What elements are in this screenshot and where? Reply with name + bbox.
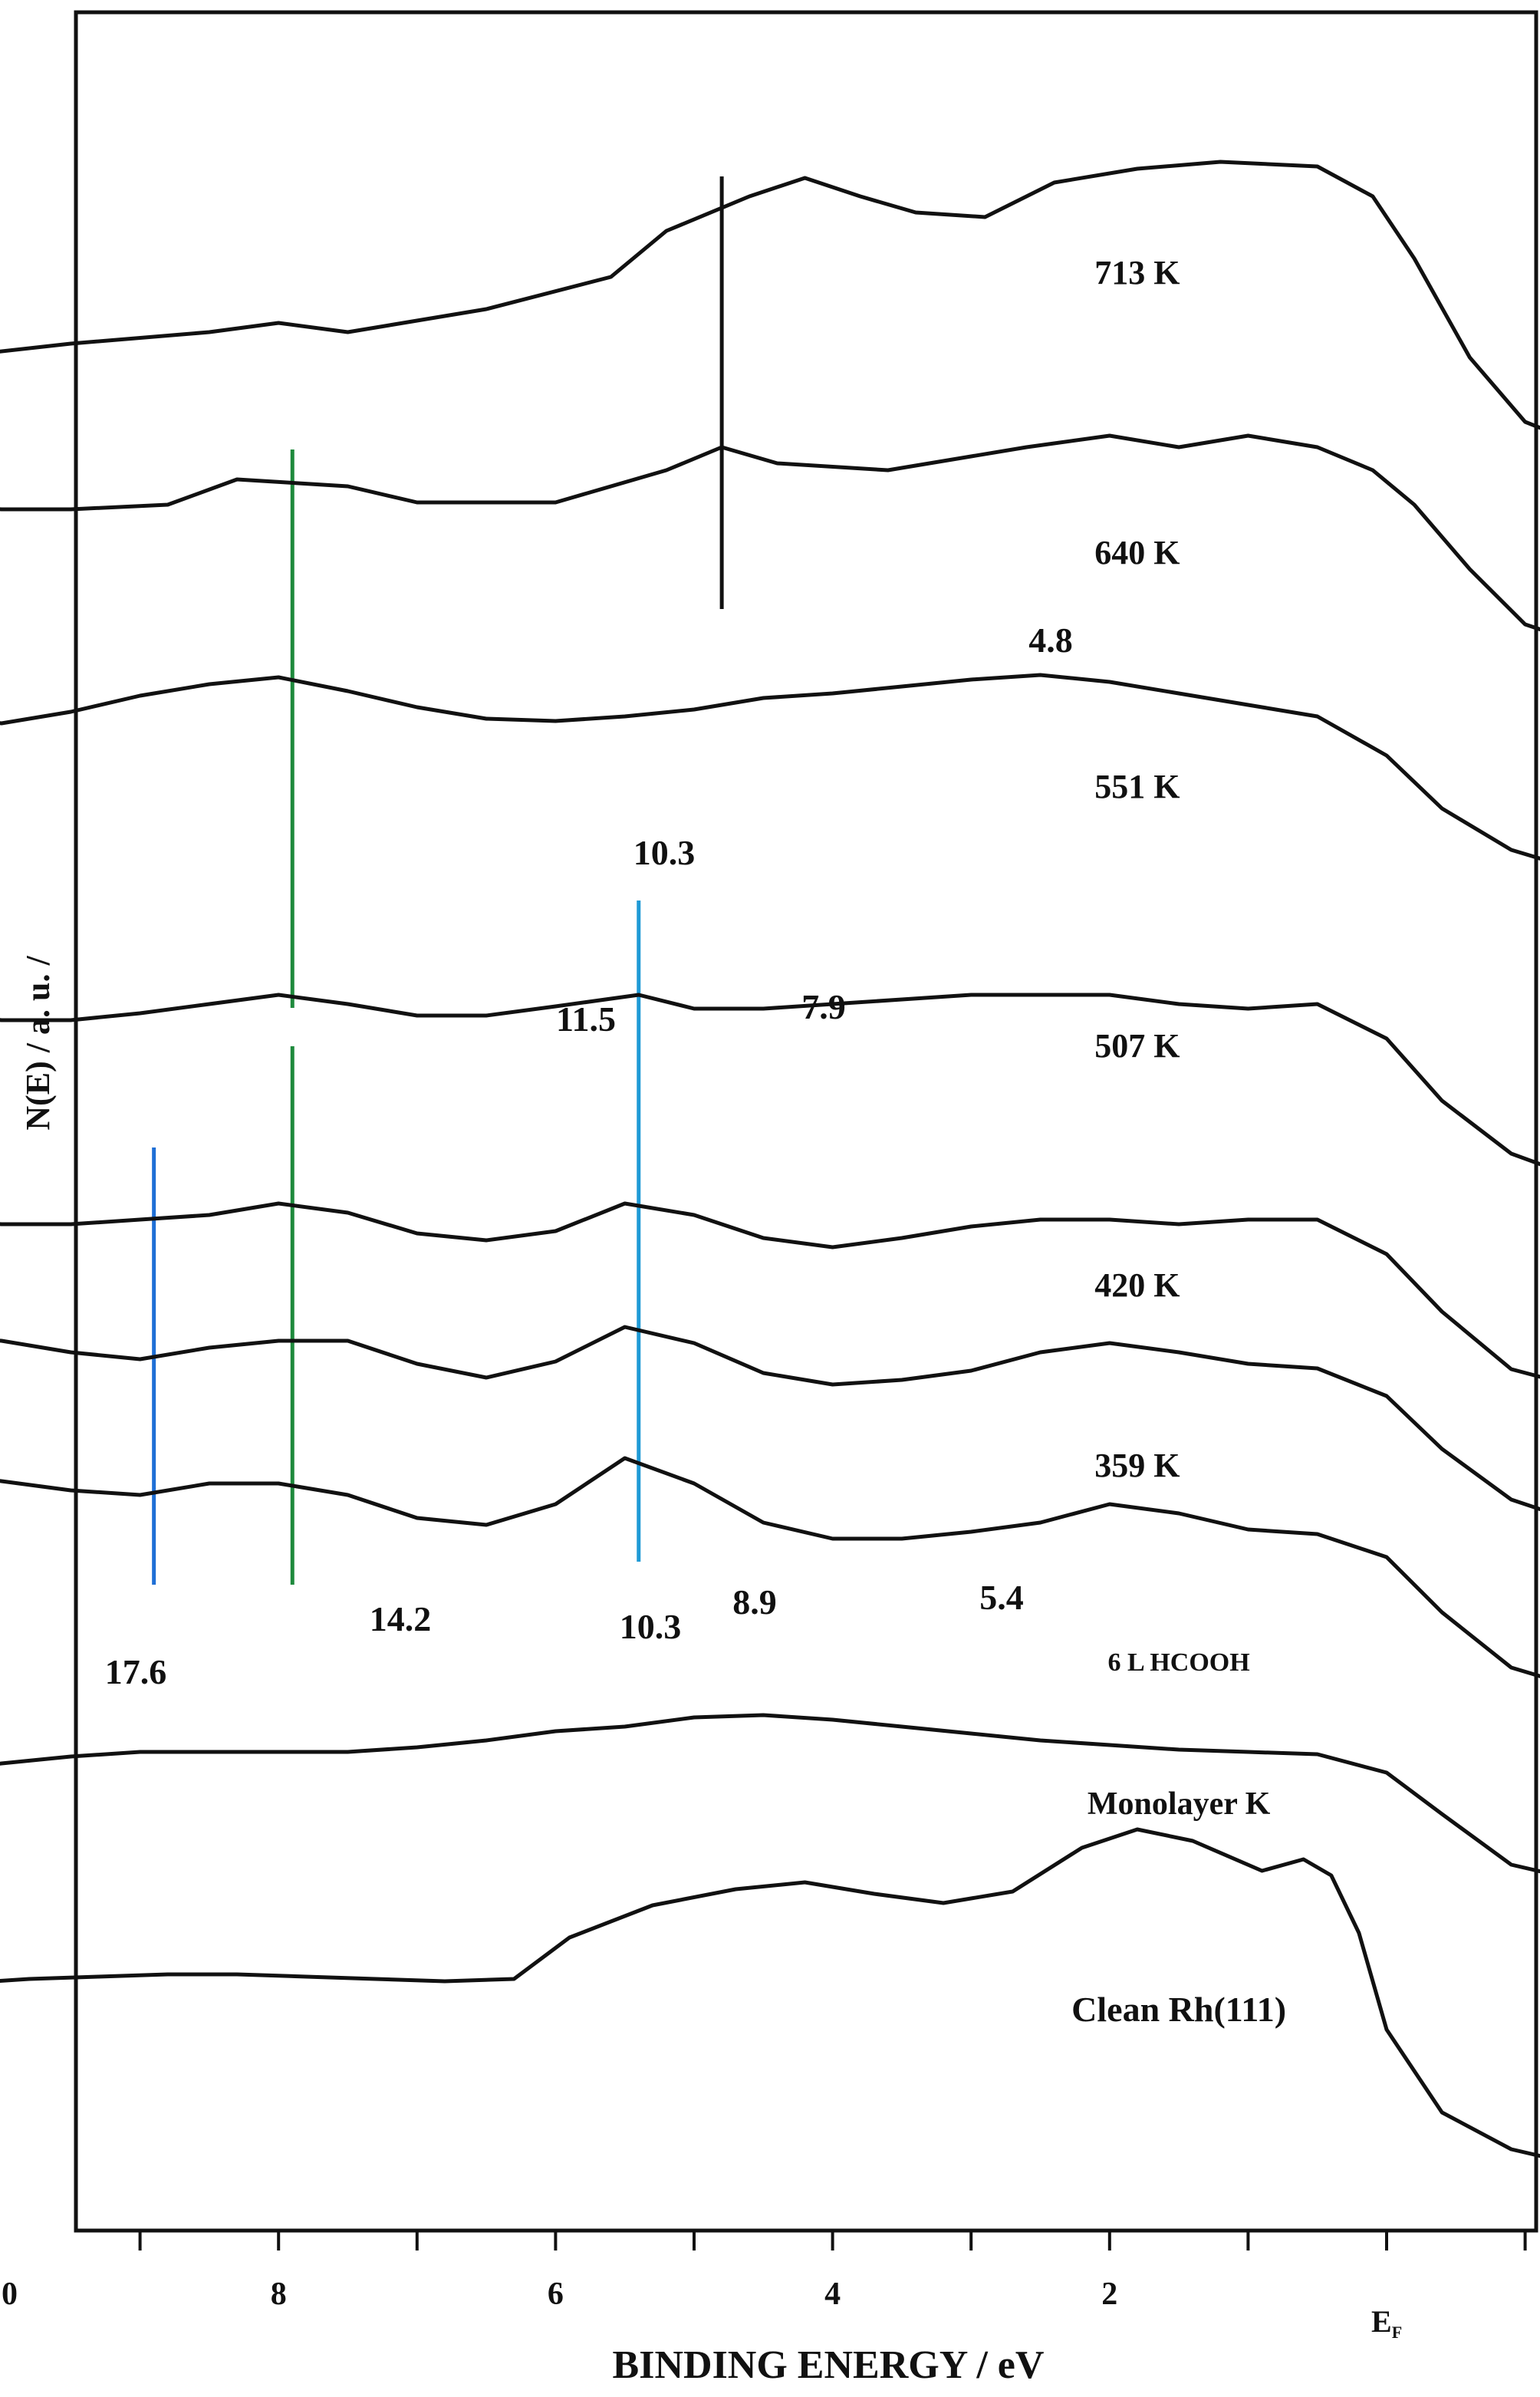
peak-marker-label: 10.3 (633, 833, 696, 872)
x-tick-label: 10 (0, 2277, 18, 2312)
spectrum-curve (0, 160, 1540, 430)
spectrum-label: 420 K (1094, 1266, 1180, 1304)
spectrum-curve (0, 1713, 1540, 1874)
peak-marker-label: 17.6 (105, 1652, 167, 1691)
spectrum-curve (0, 993, 1540, 1167)
peak-marker-label: 5.4 (979, 1578, 1024, 1617)
spectrum-label: 713 K (1094, 254, 1180, 291)
spectrum-label: 507 K (1094, 1027, 1180, 1065)
x-axis-ticks (138, 2231, 1527, 2250)
spectrum-curve (0, 1456, 1540, 1678)
peak-marker-label: 14.2 (370, 1599, 432, 1638)
peak-marker-label: 10.3 (620, 1607, 682, 1646)
x-tick-label: 2 (1101, 2277, 1117, 2312)
spectrum-label: 6 L HCOOH (1108, 1648, 1250, 1677)
spectrum-label: Clean Rh(111) (1071, 1990, 1286, 2029)
plot-frame (74, 10, 1538, 2233)
spectrum-curve (0, 673, 1540, 861)
x-tick-label: 8 (271, 2277, 287, 2312)
y-axis-title: N(E) / a. u. / (19, 956, 57, 1131)
peak-marker-label: 8.9 (732, 1582, 777, 1622)
spectrum-curve (0, 1325, 1540, 1512)
x-tick-label: 4 (824, 2277, 841, 2312)
spectrum-curve (0, 1201, 1540, 1379)
spectrum-curve (0, 1827, 1540, 2158)
fermi-level-label: EF (1371, 2304, 1402, 2342)
peak-marker-label: 4.8 (1028, 621, 1073, 660)
spectrum-curve (0, 433, 1540, 632)
x-axis-tick-labels: 161412108642 (0, 2277, 1117, 2312)
spectrum-label: 551 K (1094, 768, 1180, 805)
spectrum-label: Monolayer K (1088, 1786, 1271, 1822)
peak-markers: 17.64.810.311.5 7.914.25.410.38.9 (105, 176, 1073, 1691)
spectrum-labels: 713 K 640 K 551 K 507 K 420 K 359 K 6 L HCOOH M… (1071, 254, 1286, 2029)
x-tick-label: 6 (548, 2277, 564, 2312)
spectrum-label: 359 K (1094, 1447, 1180, 1484)
spectra-curves (0, 160, 1540, 2158)
x-axis-title: BINDING ENERGY / eV (613, 2343, 1045, 2387)
spectrum-label: 640 K (1094, 534, 1180, 571)
